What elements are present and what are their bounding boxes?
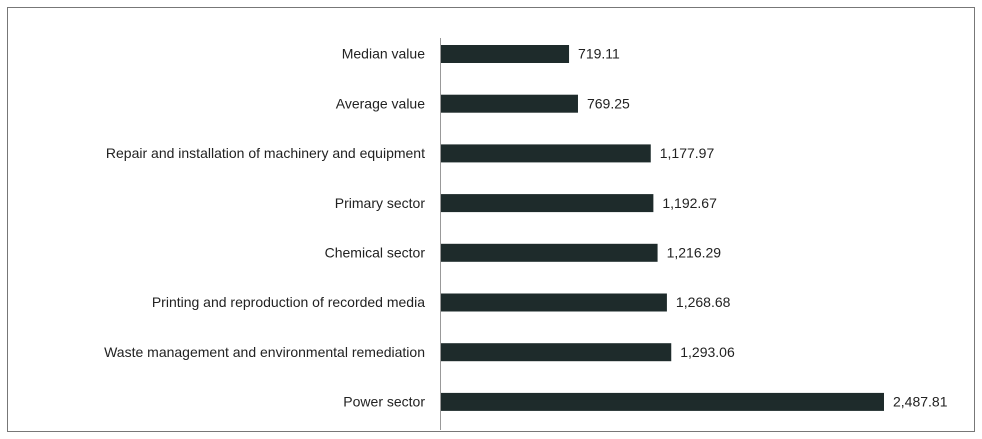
bar: [441, 94, 578, 113]
bar: [441, 243, 658, 262]
frame: [7, 7, 975, 432]
bar: [441, 392, 884, 411]
category-label: Chemical sector: [325, 245, 426, 261]
value-label: 1,216.29: [667, 245, 722, 261]
bar: [441, 343, 672, 362]
category-label: Power sector: [343, 394, 425, 410]
value-label: 1,268.68: [676, 294, 731, 310]
value-label: 1,177.97: [660, 145, 715, 161]
value-label: 769.25: [587, 95, 630, 111]
bar: [441, 144, 651, 163]
category-label: Repair and installation of machinery and…: [106, 145, 425, 161]
value-label: 1,192.67: [662, 195, 717, 211]
category-label: Median value: [342, 46, 425, 62]
bar: [441, 293, 667, 312]
category-label: Waste management and environmental remed…: [104, 344, 425, 360]
bar: [441, 45, 570, 63]
category-label: Printing and reproduction of recorded me…: [152, 294, 425, 310]
category-label: Primary sector: [335, 195, 426, 211]
bar: [441, 194, 654, 213]
value-label: 719.11: [578, 46, 620, 62]
value-label: 2,487.81: [893, 394, 948, 410]
category-label: Average value: [336, 95, 425, 111]
value-label: 1,293.06: [680, 344, 735, 360]
